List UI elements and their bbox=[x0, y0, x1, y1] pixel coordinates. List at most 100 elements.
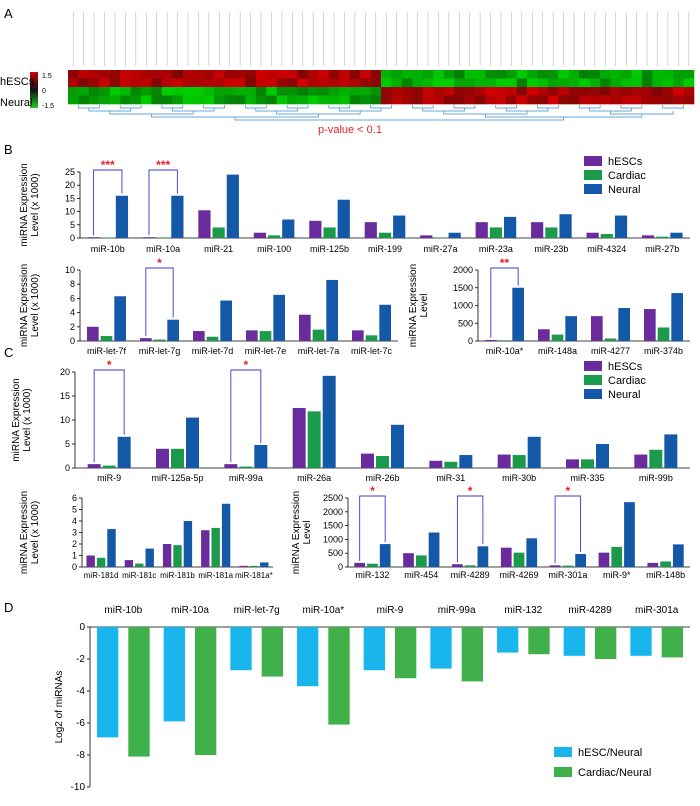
heatmap-cell bbox=[381, 78, 392, 88]
significance-marker: * bbox=[243, 358, 248, 372]
heatmap-cell bbox=[182, 95, 194, 105]
bar-cardiac-neural bbox=[328, 627, 350, 725]
bar-hescs bbox=[644, 309, 656, 341]
bar-hescs bbox=[598, 552, 610, 567]
heatmap-cell bbox=[224, 87, 236, 96]
heatmap-cell bbox=[620, 78, 632, 88]
bar-neural bbox=[282, 219, 295, 238]
bar-cardiac bbox=[415, 555, 427, 567]
y-axis-label: Level (x 1000) bbox=[30, 274, 41, 337]
heatmap-cell bbox=[151, 78, 163, 88]
y-axis-label: Log2 of miRNAs bbox=[54, 671, 65, 744]
category-label: miR-4277 bbox=[591, 346, 630, 356]
bar-hescs bbox=[140, 338, 152, 341]
heatmap-cell bbox=[495, 87, 507, 96]
heatmap-cell bbox=[401, 95, 413, 105]
bar-hescs bbox=[420, 235, 433, 238]
y-tick-label: 5 bbox=[65, 439, 70, 449]
bar-cardiac bbox=[545, 227, 558, 238]
heatmap-cell bbox=[224, 70, 236, 79]
dendrogram-link bbox=[370, 105, 392, 109]
dendrogram-link bbox=[589, 108, 632, 112]
bar-hescs bbox=[142, 237, 156, 238]
category-label: miR-9 bbox=[377, 605, 404, 616]
heatmap-cell bbox=[255, 95, 267, 105]
bar-neural bbox=[273, 294, 285, 341]
legend-c-label: hESCs bbox=[608, 361, 643, 373]
bar-hescs bbox=[403, 553, 414, 567]
category-label: miR-301a bbox=[635, 605, 679, 616]
heatmap-cell bbox=[182, 78, 194, 88]
category-label: miR-454 bbox=[404, 570, 438, 580]
bar-cardiac bbox=[604, 338, 617, 341]
heatmap-cell bbox=[652, 78, 663, 88]
bar-neural bbox=[186, 417, 199, 468]
bar-hescs bbox=[198, 210, 211, 238]
bar-hesc-neural bbox=[630, 627, 652, 656]
heatmap-cell bbox=[579, 78, 590, 88]
y-axis-label: miRNA Expression bbox=[408, 264, 419, 347]
heatmap-cell bbox=[568, 78, 580, 88]
heatmap-cell bbox=[579, 87, 590, 96]
heatmap-cell bbox=[495, 78, 507, 88]
y-tick-label: 8 bbox=[70, 279, 75, 289]
bar-hesc-neural bbox=[363, 627, 385, 671]
y-tick-label: 4 bbox=[72, 516, 77, 526]
bar-hescs bbox=[162, 544, 172, 567]
bar-neural bbox=[559, 214, 572, 238]
category-label: miR-4289 bbox=[451, 570, 490, 580]
heatmap-cell bbox=[662, 70, 674, 79]
heatmap-cell bbox=[537, 95, 549, 105]
bar-neural bbox=[391, 424, 404, 468]
heatmap-cell bbox=[109, 87, 121, 96]
heatmap-cell bbox=[381, 70, 392, 79]
bar-hescs bbox=[239, 565, 248, 567]
heatmap-cell bbox=[161, 70, 173, 79]
y-tick-label: 2 bbox=[72, 539, 77, 549]
bar-cardiac-neural bbox=[395, 627, 417, 679]
heatmap-cell bbox=[349, 70, 361, 79]
heatmap-cell bbox=[234, 78, 246, 88]
heatmap-cell bbox=[68, 70, 79, 79]
chart-C3: 0 500 1000 1500 2000 2500 miRNA Expression Leve… bbox=[291, 484, 690, 580]
legend-d-label: Cardiac/Neural bbox=[578, 767, 651, 779]
bar-cardiac bbox=[512, 455, 526, 468]
bar-neural bbox=[115, 195, 129, 238]
heatmap-cell bbox=[641, 78, 653, 88]
heatmap-cell bbox=[600, 87, 611, 96]
bar-cardiac bbox=[135, 563, 144, 567]
bar-hesc-neural bbox=[297, 627, 319, 687]
category-label: miR-99a bbox=[229, 473, 263, 483]
heatmap-cell bbox=[141, 95, 152, 105]
heatmap-cell bbox=[652, 70, 663, 79]
heatmap-cell bbox=[203, 87, 215, 96]
y-tick-label: 2000 bbox=[453, 265, 473, 275]
heatmap-cell bbox=[276, 87, 288, 96]
significance-bracket bbox=[359, 495, 386, 561]
y-axis-label: miRNA Expression bbox=[291, 491, 302, 574]
heatmap-cell bbox=[214, 87, 225, 96]
bar-neural bbox=[670, 232, 683, 238]
bar-cardiac bbox=[96, 557, 106, 567]
heatmap-cell bbox=[318, 87, 330, 96]
heatmap-cell bbox=[641, 87, 653, 96]
heatmap-cell bbox=[234, 70, 246, 79]
dendrogram-link bbox=[88, 108, 131, 112]
bar-hescs bbox=[475, 222, 488, 238]
legend-d-label: hESC/Neural bbox=[578, 747, 642, 759]
heatmap-cell bbox=[558, 87, 570, 96]
bar-neural bbox=[171, 195, 184, 238]
y-tick-label: 5 bbox=[70, 220, 75, 230]
bar-cardiac bbox=[239, 466, 253, 468]
heatmap-cell bbox=[568, 87, 580, 96]
bar-cardiac bbox=[307, 411, 321, 468]
chart-B3: 0 500 1000 1500 2000 miRNA Expression Level miR… bbox=[408, 256, 690, 356]
heatmap-cell bbox=[568, 70, 580, 79]
bar-cardiac bbox=[102, 465, 116, 468]
category-label: miR-let-7a bbox=[298, 346, 340, 356]
heatmap-cell bbox=[516, 87, 528, 96]
heatmap-cell bbox=[120, 95, 131, 105]
colorbar: 1.5 0 -1.5 bbox=[30, 72, 54, 110]
heatmap-cell bbox=[328, 95, 340, 105]
